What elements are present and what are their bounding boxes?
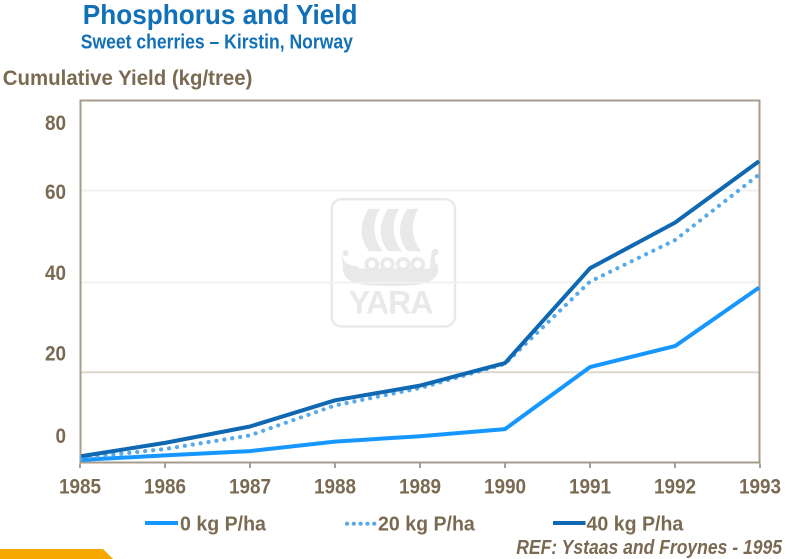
svg-text:REF: Ystaas and Froynes - 1995: REF: Ystaas and Froynes - 1995 bbox=[516, 536, 782, 558]
svg-text:1985: 1985 bbox=[59, 476, 101, 499]
svg-text:0: 0 bbox=[55, 425, 66, 448]
svg-text:20 kg P/ha: 20 kg P/ha bbox=[378, 513, 476, 536]
svg-text:40 kg P/ha: 40 kg P/ha bbox=[587, 513, 685, 536]
svg-text:0 kg P/ha: 0 kg P/ha bbox=[180, 513, 267, 536]
svg-text:1991: 1991 bbox=[569, 476, 611, 499]
svg-text:1986: 1986 bbox=[144, 476, 186, 499]
svg-text:1987: 1987 bbox=[229, 476, 271, 499]
svg-text:Phosphorus and Yield: Phosphorus and Yield bbox=[83, 0, 358, 30]
svg-text:20: 20 bbox=[45, 343, 66, 366]
svg-text:1993: 1993 bbox=[739, 476, 781, 499]
svg-text:Sweet cherries – Kirstin, Norw: Sweet cherries – Kirstin, Norway bbox=[81, 31, 353, 54]
svg-text:60: 60 bbox=[45, 181, 66, 204]
svg-text:YARA: YARA bbox=[349, 284, 434, 320]
svg-text:Cumulative Yield (kg/tree): Cumulative Yield (kg/tree) bbox=[3, 67, 253, 90]
svg-text:1992: 1992 bbox=[654, 476, 696, 499]
svg-text:40: 40 bbox=[45, 262, 66, 285]
svg-text:80: 80 bbox=[45, 112, 66, 135]
svg-text:1989: 1989 bbox=[399, 476, 441, 499]
svg-text:1988: 1988 bbox=[314, 476, 356, 499]
svg-text:1990: 1990 bbox=[484, 476, 526, 499]
